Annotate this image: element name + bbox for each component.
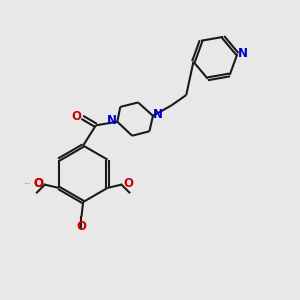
Text: methoxy: methoxy xyxy=(25,182,32,184)
Text: O: O xyxy=(76,220,86,233)
Text: O: O xyxy=(33,177,43,190)
Text: O: O xyxy=(33,177,43,190)
Text: O: O xyxy=(123,177,133,190)
Text: N: N xyxy=(238,46,248,60)
Text: O: O xyxy=(71,110,81,123)
Text: N: N xyxy=(107,114,117,127)
Text: N: N xyxy=(153,108,163,121)
